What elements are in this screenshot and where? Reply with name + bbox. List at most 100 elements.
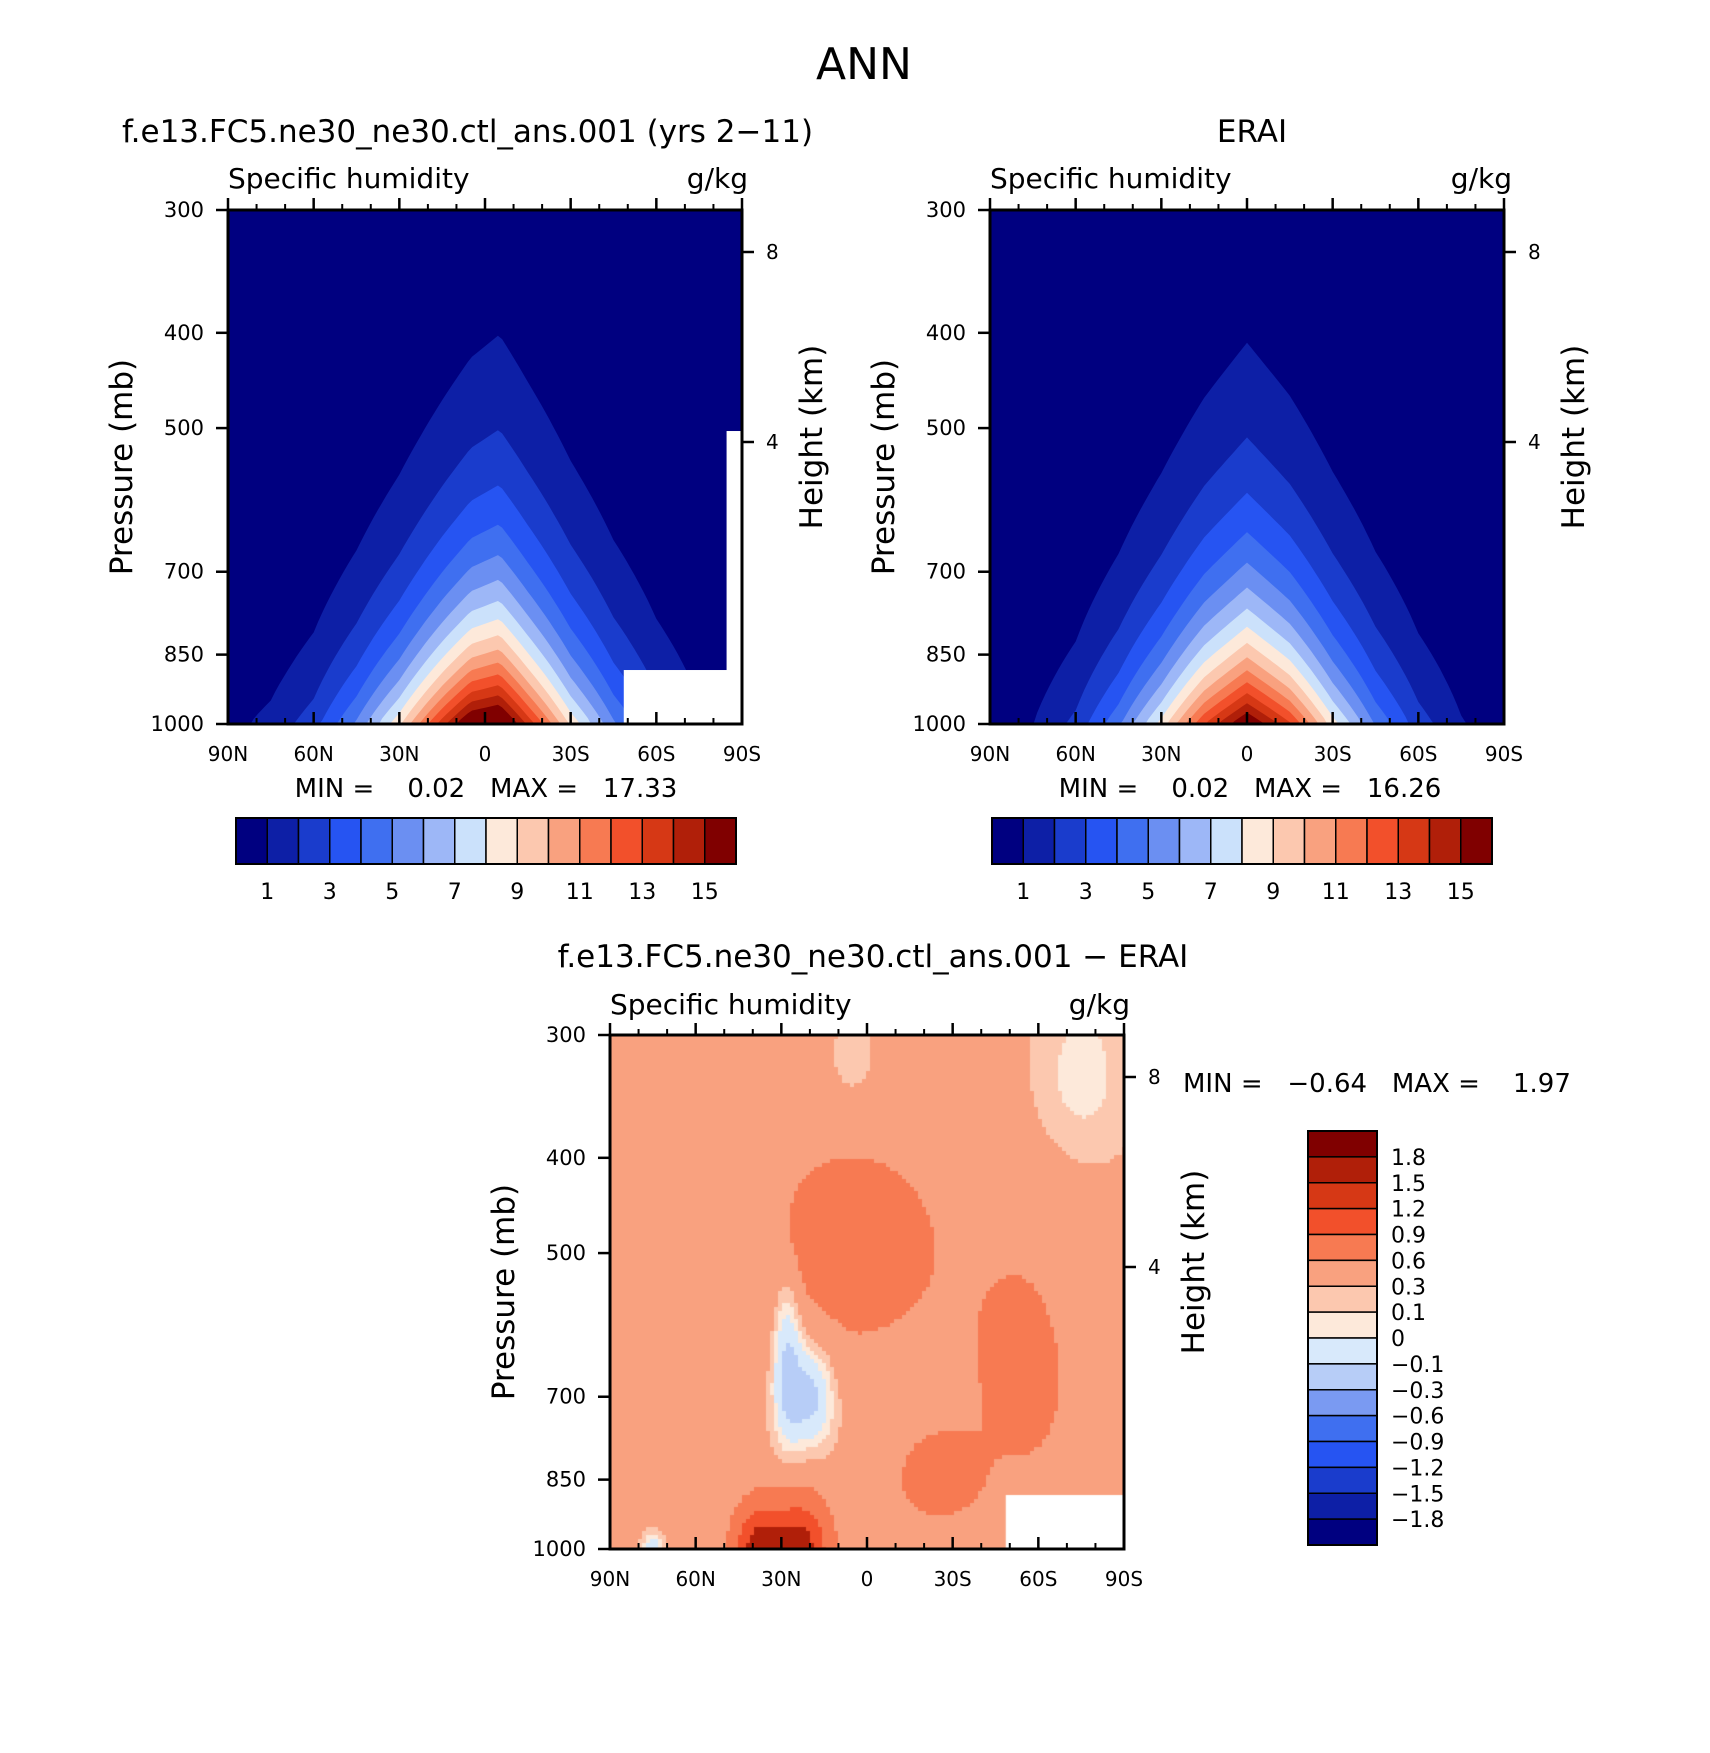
y-tick-label: 500 — [926, 416, 966, 440]
colorbar-label: 1.8 — [1391, 1146, 1426, 1171]
panel-diff-plot: 90N 60N 30N 0 30S 60S 90S 300 400 500 700 850 1000 Pr… — [486, 1023, 1212, 1591]
x-tick-label: 90S — [723, 742, 761, 766]
colorbar-box — [1053, 817, 1087, 865]
colorbar-label: 3 — [1079, 880, 1093, 905]
panel-obs-plot: 90N 60N 30N 0 30S 60S 90S 300 400 500 700 850 1000 Pr… — [866, 198, 1592, 766]
colorbar-box — [1178, 817, 1212, 865]
colorbar-label: 0 — [1391, 1327, 1405, 1352]
missing-data-mask — [623, 670, 742, 724]
x-tick-label: 90N — [208, 742, 248, 766]
y-tick-label: 850 — [926, 643, 966, 667]
x-tick-label: 60S — [637, 742, 675, 766]
y-tick-label: 700 — [546, 1385, 586, 1409]
panel-diff-title: f.e13.FC5.ne30_ne30.ctl_ans.001 − ERAI — [558, 939, 1189, 975]
y-tick-label: 1000 — [151, 712, 204, 736]
colorbar-box — [1307, 1233, 1378, 1262]
colorbar-box — [1307, 1259, 1378, 1287]
colorbar-box — [1307, 1363, 1378, 1391]
y-axis-label: Pressure (mb) — [866, 359, 902, 575]
contour-fill — [990, 210, 1504, 724]
colorbar-label: 15 — [691, 880, 719, 905]
colorbar-box — [1366, 817, 1399, 865]
colorbar-box — [1241, 817, 1274, 865]
colorbar-frame — [235, 817, 737, 865]
colorbar-label: 5 — [1141, 880, 1155, 905]
y2-axis-label: Height (km) — [1176, 1170, 1212, 1355]
colorbar-label: −1.8 — [1391, 1508, 1444, 1533]
colorbar-box — [1428, 817, 1462, 865]
colorbar-box — [1210, 817, 1243, 865]
y2-tick-label: 8 — [1148, 1065, 1161, 1089]
colorbar-box — [1272, 817, 1306, 865]
colorbar-box — [641, 817, 675, 865]
x-tick-label: 90N — [970, 742, 1010, 766]
y2-tick-label: 8 — [1528, 240, 1541, 264]
panel-diff-colorbar: 1.81.51.20.90.60.30.10−0.1−0.3−0.6−0.9−1… — [1307, 1130, 1444, 1546]
colorbar-box — [610, 817, 643, 865]
y-tick-label: 400 — [926, 321, 966, 345]
colorbar-box — [454, 817, 487, 865]
colorbar-frame — [1307, 1130, 1378, 1546]
colorbar-label: 9 — [510, 880, 524, 905]
colorbar-box — [329, 817, 362, 865]
colorbar-box — [1307, 1207, 1378, 1236]
colorbar-box — [422, 817, 456, 865]
panel-obs-min-max: MIN = 0.02 MAX = 16.26 — [1059, 774, 1442, 804]
x-tick-label: 30N — [379, 742, 419, 766]
y2-axis-label: Height (km) — [1556, 345, 1592, 530]
colorbar-label: 11 — [1322, 880, 1350, 905]
y2-tick-label: 4 — [1148, 1255, 1161, 1279]
colorbar-box — [1307, 1337, 1378, 1365]
panel-diff-left-string: Specific humidity — [610, 988, 852, 1021]
x-tick-label: 0 — [861, 1567, 874, 1591]
colorbar-box — [1307, 1414, 1378, 1443]
colorbar-box — [1085, 817, 1118, 865]
x-tick-label: 60N — [675, 1567, 715, 1591]
x-tick-label: 90N — [590, 1567, 630, 1591]
colorbar-label: 5 — [385, 880, 399, 905]
x-tick-label: 30S — [934, 1567, 972, 1591]
colorbar-label: 1 — [1016, 880, 1030, 905]
y-tick-label: 300 — [926, 198, 966, 222]
colorbar-box — [1307, 1285, 1378, 1313]
colorbar-label: 1 — [260, 880, 274, 905]
colorbar-label: 13 — [1384, 880, 1412, 905]
panel-diff-right-string: g/kg — [1069, 988, 1130, 1021]
y-tick-label: 500 — [164, 416, 204, 440]
colorbar-box — [1022, 817, 1056, 865]
colorbar-box — [547, 817, 581, 865]
colorbar-label: 0.6 — [1391, 1249, 1426, 1274]
x-tick-label: 60N — [1055, 742, 1095, 766]
colorbar-label: 1.5 — [1391, 1172, 1426, 1197]
colorbar-label: 9 — [1266, 880, 1280, 905]
panel-obs-colorbar: 1 3 5 7 9 11 13 15 — [991, 817, 1493, 905]
colorbar-box — [1116, 817, 1149, 865]
panel-diff: f.e13.FC5.ne30_ne30.ctl_ans.001 − ERAI S… — [486, 939, 1571, 1591]
x-tick-label: 90S — [1485, 742, 1523, 766]
y-axis-label: Pressure (mb) — [104, 359, 140, 575]
panel-model-min-max: MIN = 0.02 MAX = 17.33 — [295, 774, 678, 804]
x-tick-label: 30N — [761, 1567, 801, 1591]
x-tick-label: 90S — [1105, 1567, 1143, 1591]
panel-obs: ERAI Specific humidity g/kg 90N 60N 30N 0 30… — [866, 114, 1592, 905]
panel-model-title: f.e13.FC5.ne30_ne30.ctl_ans.001 (yrs 2−1… — [122, 114, 813, 150]
colorbar-label: 13 — [628, 880, 656, 905]
panel-obs-right-string: g/kg — [1451, 162, 1512, 195]
colorbar-box — [266, 817, 300, 865]
contour-fill — [228, 210, 742, 724]
y-tick-label: 300 — [164, 198, 204, 222]
panel-obs-left-string: Specific humidity — [990, 162, 1232, 195]
contour-band — [1218, 703, 1279, 724]
x-tick-label: 30S — [1314, 742, 1352, 766]
colorbar-label: −0.9 — [1391, 1431, 1444, 1456]
y-tick-label: 1000 — [533, 1537, 586, 1561]
colorbar-box — [1307, 1182, 1378, 1210]
colorbar-label: 7 — [448, 880, 462, 905]
y-axis-label: Pressure (mb) — [486, 1184, 522, 1400]
colorbar-box — [1307, 1492, 1378, 1520]
colorbar-box — [297, 817, 331, 865]
colorbar-box — [1397, 817, 1431, 865]
colorbar-label: 0.9 — [1391, 1224, 1426, 1249]
panel-model-colorbar: 1 3 5 7 9 11 13 15 — [235, 817, 737, 905]
